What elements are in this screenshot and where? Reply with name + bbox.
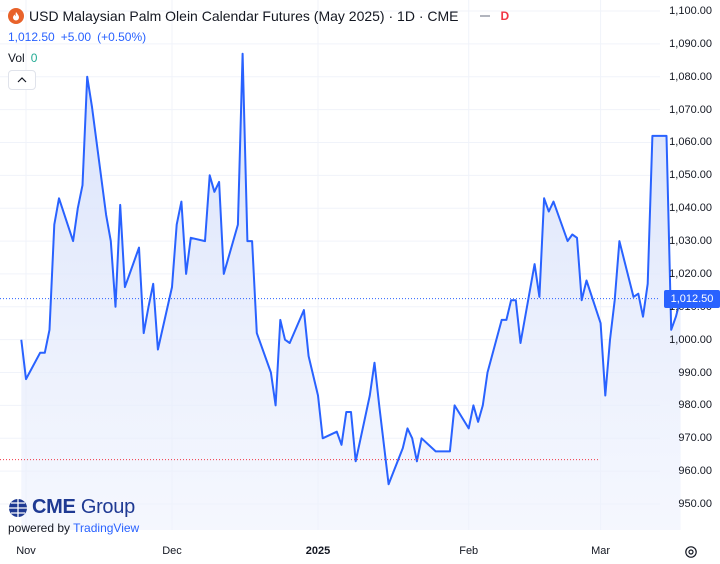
- tradingview-link[interactable]: TradingView: [73, 521, 140, 535]
- y-tick-label: 960.00: [678, 465, 712, 478]
- series-line[interactable]: [20, 52, 682, 486]
- y-tick-label: 1,060.00: [669, 136, 712, 149]
- series-line-layer: [20, 52, 682, 486]
- x-tick-label: Feb: [459, 545, 479, 557]
- y-tick-label: 1,050.00: [669, 169, 712, 182]
- chevron-up-icon: [17, 77, 27, 83]
- y-tick-label: 1,080.00: [669, 70, 712, 83]
- flame-icon: [8, 8, 24, 24]
- collapse-legend-button[interactable]: [8, 70, 36, 90]
- logo-word-group: Group: [80, 496, 135, 518]
- y-tick-label: 1,040.00: [669, 202, 712, 215]
- volume-value: 0: [30, 51, 38, 65]
- x-tick-label: Dec: [162, 545, 182, 557]
- y-tick-label: 1,020.00: [669, 267, 712, 280]
- y-tick-label: 980.00: [678, 399, 712, 412]
- last-price: 1,012.50: [8, 30, 55, 44]
- price-change: +5.00: [60, 30, 92, 44]
- series-area-fill: [21, 53, 681, 530]
- y-tick-label: 1,100.00: [669, 5, 712, 17]
- x-tick-label: 2025: [305, 545, 331, 557]
- y-tick-label: 1,030.00: [669, 235, 712, 248]
- chart-legend: USD Malaysian Palm Olein Calendar Future…: [8, 6, 509, 90]
- x-tick-label: Nov: [16, 545, 36, 557]
- cme-logo[interactable]: CME Group powered by TradingView: [8, 496, 139, 535]
- cme-globe-icon: [9, 498, 27, 517]
- price-change-percent: (+0.50%): [97, 30, 147, 44]
- delayed-badge[interactable]: D: [500, 9, 510, 23]
- series-area: [21, 53, 681, 530]
- powered-by-text: powered by: [8, 521, 71, 535]
- y-tick-label: 950.00: [678, 498, 712, 510]
- y-tick-label: 970.00: [678, 432, 712, 445]
- y-tick-label: 1,090.00: [669, 37, 712, 50]
- x-tick-label: Mar: [591, 545, 611, 557]
- y-tick-label: 1,000.00: [669, 333, 712, 346]
- last-price-tag: 1,012.50: [664, 289, 720, 308]
- y-tick-label: 990.00: [678, 366, 712, 379]
- reference-lines: [0, 298, 660, 461]
- minus-icon[interactable]: [480, 15, 491, 17]
- logo-word-cme: CME: [32, 496, 76, 518]
- chart-title[interactable]: USD Malaysian Palm Olein Calendar Future…: [29, 8, 459, 24]
- gear-icon[interactable]: [684, 545, 698, 559]
- y-tick-label: 1,070.00: [669, 103, 712, 116]
- volume-label: Vol: [8, 51, 25, 65]
